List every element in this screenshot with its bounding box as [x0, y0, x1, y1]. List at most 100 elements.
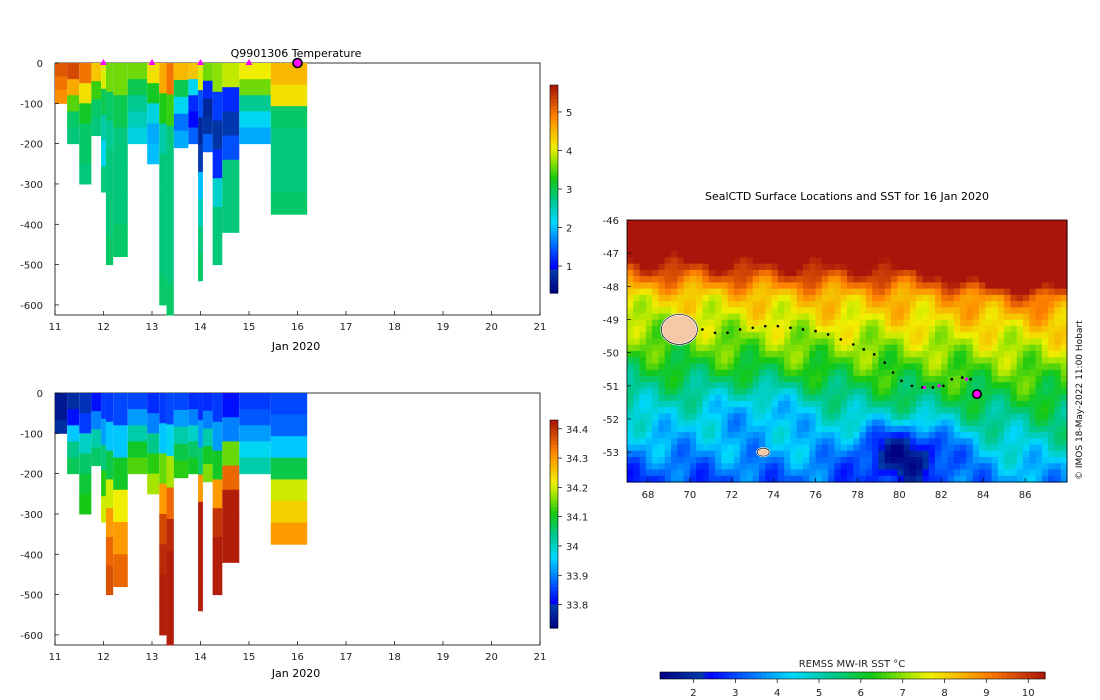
sst-cell [985, 238, 993, 246]
sst-cell [947, 319, 955, 327]
sst-cell [821, 450, 829, 458]
sst-cell [960, 357, 968, 365]
sst-cell [771, 307, 779, 315]
sst-cell [859, 407, 867, 414]
sst-colorbar-step [987, 672, 993, 679]
sst-cell [765, 444, 773, 452]
sst-cell [702, 313, 710, 321]
colorbar-step [550, 569, 558, 574]
sst-cell [759, 394, 766, 402]
sst-cell [1016, 469, 1024, 477]
sst-cell [689, 313, 697, 321]
sst-cell [727, 232, 735, 240]
sst-cell [1016, 438, 1024, 446]
sst-cell [715, 257, 722, 265]
sst-cell [639, 307, 647, 315]
sst-cell [696, 226, 704, 234]
sst-cell [941, 432, 949, 439]
sst-cell [1004, 394, 1012, 402]
sst-cell [689, 338, 697, 346]
sst-colorbar-step [1035, 672, 1041, 679]
sst-cell [1060, 413, 1068, 421]
sst-colorbar-step [684, 672, 690, 679]
sst-cell [1035, 263, 1043, 271]
sst-cell [633, 226, 641, 234]
sst-cell [777, 475, 785, 483]
sst-cell [853, 369, 861, 377]
sst-cell [960, 282, 968, 290]
sst-cell [916, 363, 924, 371]
sst-cell [859, 357, 867, 365]
sst-cell [1048, 394, 1056, 402]
sst-colorbar-step [958, 672, 964, 679]
sst-cell [784, 263, 792, 271]
sst-cell [884, 319, 892, 327]
sst-cell [916, 251, 924, 259]
sst-cell [627, 369, 634, 377]
sst-cell [834, 357, 842, 365]
sst-cell [671, 363, 678, 371]
sst-cell [683, 400, 691, 408]
profile-13-cell-2 [198, 117, 203, 146]
colorbar-step [550, 286, 558, 291]
sst-cell [652, 444, 660, 452]
sst-cell [777, 294, 785, 302]
sst-cell [916, 413, 924, 421]
track-point-18 [910, 384, 914, 388]
sst-cell [702, 394, 710, 402]
sst-cell [834, 301, 842, 308]
sst-cell [1029, 338, 1037, 346]
sst-cell [840, 394, 848, 402]
sst-cell [872, 363, 880, 371]
sst-cell [991, 288, 999, 296]
sst-cell [960, 444, 968, 452]
profile-11-cell-3 [173, 443, 189, 462]
sst-colorbar-step [838, 672, 844, 679]
sst-cell [884, 288, 892, 296]
sst-cell [708, 475, 716, 483]
profile-5-cell-0 [105, 63, 114, 93]
sst-cell [696, 450, 704, 458]
profile-14-cell-1 [202, 410, 213, 429]
sst-cell [752, 301, 760, 308]
sst-cell [1054, 432, 1062, 439]
sst-cell [683, 463, 691, 471]
sst-cell [658, 313, 666, 321]
sst-cell [884, 301, 892, 308]
profile-14-cell-4 [202, 133, 213, 153]
sst-cell [891, 251, 898, 259]
sst-cell [953, 407, 961, 414]
sst-cell [696, 413, 704, 421]
sst-cell [809, 257, 817, 265]
sst-cell [759, 338, 766, 346]
sst-cell [683, 269, 691, 277]
sst-cell [947, 276, 955, 283]
sst-cell [664, 400, 672, 408]
sst-cell [784, 238, 792, 246]
sst-cell [809, 332, 817, 340]
colorbar-step [550, 433, 558, 438]
sst-cell [1060, 276, 1068, 283]
sst-cell [884, 388, 892, 396]
sst-cell [947, 394, 955, 402]
sst-cell [966, 425, 974, 433]
profile-8-cell-3 [147, 453, 160, 475]
sst-cell [941, 319, 949, 327]
sst-cell [759, 238, 766, 246]
sst-cell [708, 463, 716, 471]
sst-cell [759, 438, 766, 446]
sst-cell [1048, 307, 1056, 315]
profile-6-cell-0 [113, 393, 128, 426]
sst-cell [853, 475, 861, 483]
sst-cell [658, 220, 666, 227]
sst-cell [777, 313, 785, 321]
sst-cell [765, 413, 773, 421]
sst-cell [771, 344, 779, 352]
sst-cell [966, 450, 974, 458]
sst-cell [972, 375, 980, 383]
sst-cell [664, 244, 672, 252]
sst-cell [960, 469, 968, 477]
sst-cell [664, 220, 672, 227]
sst-cell [1060, 238, 1068, 246]
sst-cell [985, 344, 993, 352]
